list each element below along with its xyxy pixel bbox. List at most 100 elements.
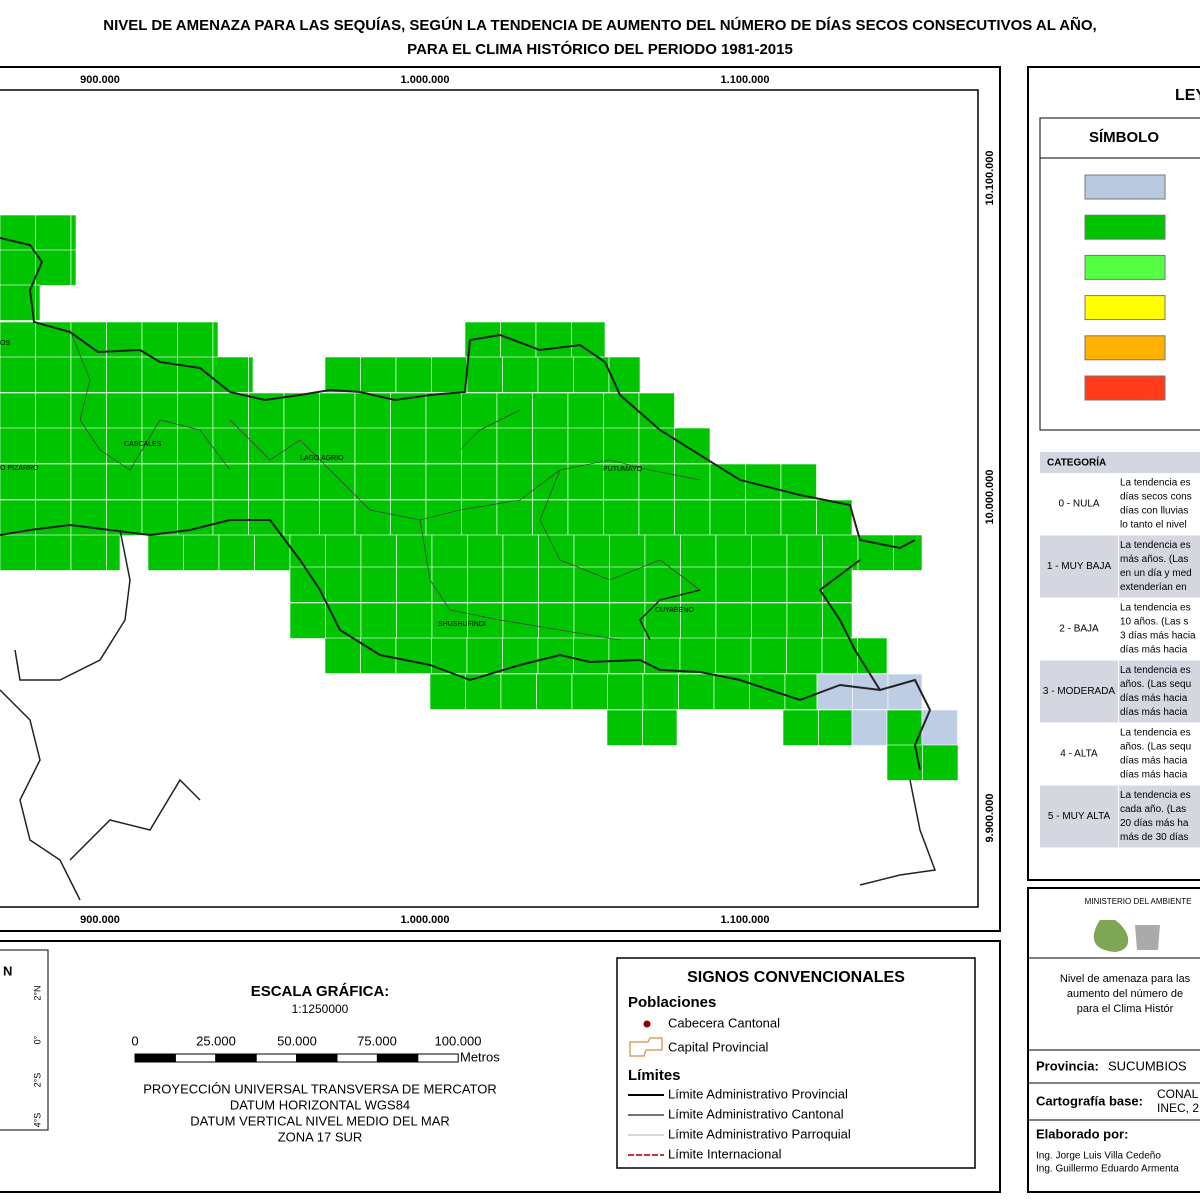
scale-segment bbox=[134, 1053, 176, 1063]
legend-title: LEYENDA bbox=[1175, 87, 1200, 104]
grid-cell bbox=[283, 463, 320, 500]
signs-frame bbox=[616, 957, 976, 1169]
grid-cell bbox=[466, 356, 503, 393]
cabecera-symbol bbox=[643, 1020, 651, 1028]
table-text: años. (Las sequ bbox=[1120, 679, 1191, 690]
capital-symbol bbox=[629, 1037, 663, 1057]
map-frame bbox=[0, 66, 1001, 932]
signs-item: Límite Administrativo Parroquial bbox=[668, 1126, 851, 1141]
grid-cell bbox=[818, 709, 853, 746]
info-frame bbox=[1027, 887, 1200, 1193]
table-text: La tendencia es bbox=[1120, 478, 1191, 489]
x-coord: 1.100.000 bbox=[721, 914, 770, 926]
projection: DATUM VERTICAL NIVEL MEDIO DEL MAR bbox=[190, 1113, 450, 1128]
grid-cell bbox=[467, 602, 504, 639]
grid-cell bbox=[360, 534, 397, 571]
grid-cell bbox=[816, 499, 853, 536]
grid-cell bbox=[177, 463, 214, 500]
grid-cell bbox=[751, 602, 788, 639]
grid-cell bbox=[573, 637, 610, 674]
grid-cell bbox=[608, 637, 645, 674]
grid-cell bbox=[567, 427, 604, 464]
grid-cell bbox=[70, 427, 107, 464]
table-category: 3 - MODERADA bbox=[1043, 686, 1116, 697]
x-coord: 1.000.000 bbox=[401, 74, 450, 86]
table-text: 10 años. (Las s bbox=[1120, 617, 1188, 628]
grid-cell bbox=[786, 566, 823, 603]
grid-cell bbox=[638, 427, 675, 464]
ministry: MINISTERIO DEL AMBIENTE bbox=[1085, 897, 1192, 906]
grid-cell bbox=[603, 392, 640, 429]
info-label: Elaborado por: bbox=[1036, 1126, 1128, 1141]
symbol-box bbox=[1039, 117, 1200, 431]
grid-cell bbox=[106, 356, 143, 393]
author: Ing. Guillermo Eduardo Armenta bbox=[1036, 1164, 1179, 1175]
description: para el Clima Histór bbox=[1077, 1003, 1174, 1015]
scale-tick: 50.000 bbox=[277, 1033, 317, 1048]
grid-cell bbox=[254, 534, 291, 571]
grid-cell bbox=[0, 427, 36, 464]
grid-cell bbox=[35, 534, 72, 571]
grid-cell bbox=[532, 392, 569, 429]
grid-cell bbox=[0, 249, 36, 286]
table-category: 4 - ALTA bbox=[1060, 749, 1098, 760]
grid-cell bbox=[35, 499, 72, 536]
grid-cell bbox=[0, 463, 36, 500]
grid-cell bbox=[674, 499, 711, 536]
grid-cell bbox=[537, 356, 574, 393]
grid-cell bbox=[573, 534, 610, 571]
grid-cell bbox=[502, 534, 539, 571]
projection: ZONA 17 SUR bbox=[278, 1129, 363, 1144]
grid-cell bbox=[360, 637, 397, 674]
signs-item: Capital Provincial bbox=[668, 1039, 769, 1054]
grid-cell bbox=[780, 499, 817, 536]
place-label: LAGO AGRIO bbox=[300, 455, 344, 462]
grid-cell bbox=[283, 392, 320, 429]
grid-cell bbox=[70, 249, 77, 286]
info-value: CONAL bbox=[1157, 1087, 1199, 1101]
grid-cell bbox=[886, 744, 923, 781]
inset-lat: 2°N bbox=[32, 985, 42, 1000]
grid-cell bbox=[642, 673, 679, 710]
grid-cell bbox=[141, 463, 178, 500]
table-text: días más hacia bbox=[1120, 693, 1188, 704]
table-text: La tendencia es bbox=[1120, 540, 1191, 551]
table-text: cada año. (Las bbox=[1120, 804, 1186, 815]
grid-cell bbox=[212, 321, 219, 358]
table-text: días más hacia bbox=[1120, 645, 1188, 656]
grid-cell bbox=[674, 463, 711, 500]
table-text: 20 días más ha bbox=[1120, 818, 1189, 829]
grid-cell bbox=[147, 534, 184, 571]
inset-lat: 2°S bbox=[32, 1073, 42, 1088]
table-text: más años. (Las bbox=[1120, 554, 1188, 565]
grid-cell bbox=[571, 673, 608, 710]
grid-cell bbox=[638, 392, 675, 429]
grid-cell bbox=[425, 499, 462, 536]
scale-tick: 25.000 bbox=[196, 1033, 236, 1048]
grid-cell bbox=[466, 637, 503, 674]
grid-cell bbox=[319, 392, 356, 429]
grid-cell bbox=[283, 499, 320, 536]
table-row-bg bbox=[1119, 535, 1200, 598]
grid-cell bbox=[467, 566, 504, 603]
grid-cells bbox=[0, 214, 959, 781]
grid-cell bbox=[745, 499, 782, 536]
place-label: O PIZARRO bbox=[0, 465, 39, 472]
grid-cell bbox=[390, 463, 427, 500]
scale-segment bbox=[376, 1053, 419, 1063]
grid-cell bbox=[496, 499, 533, 536]
grid-cell bbox=[644, 534, 681, 571]
place-label: PUTUMAYO bbox=[603, 466, 643, 473]
grid-cell bbox=[360, 602, 397, 639]
table-text: días más hacia bbox=[1120, 707, 1188, 718]
grid-cell bbox=[360, 356, 397, 393]
grid-cell bbox=[567, 499, 604, 536]
grid-cell bbox=[535, 321, 572, 358]
grid-cell bbox=[425, 427, 462, 464]
grid-cell bbox=[607, 673, 644, 710]
inset-title: N bbox=[3, 963, 12, 978]
grid-cell bbox=[678, 673, 715, 710]
grid-cell bbox=[35, 214, 72, 251]
grid-cell bbox=[608, 356, 641, 393]
